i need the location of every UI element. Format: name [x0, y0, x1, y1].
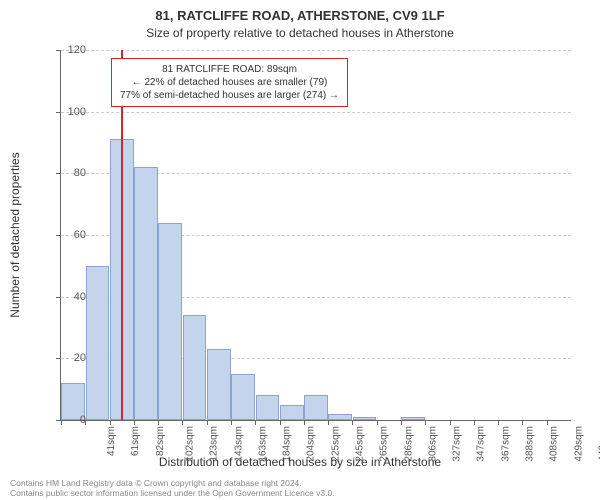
x-tick-mark [304, 420, 305, 425]
footer-line-2: Contains public sector information licen… [10, 488, 335, 498]
annotation-line: ← 22% of detached houses are smaller (79… [120, 76, 339, 89]
chart-container: 81, RATCLIFFE ROAD, ATHERSTONE, CV9 1LF … [0, 0, 600, 500]
x-tick-label: 408sqm [549, 426, 560, 462]
histogram-bar [328, 414, 352, 420]
gridline [61, 112, 571, 113]
y-tick-label: 100 [56, 106, 86, 118]
x-tick-label: 347sqm [476, 426, 487, 462]
x-tick-label: 306sqm [427, 426, 438, 462]
y-tick-label: 0 [56, 414, 86, 426]
x-tick-label: 184sqm [282, 426, 293, 462]
histogram-bar [86, 266, 110, 420]
x-tick-label: 388sqm [525, 426, 536, 462]
x-tick-label: 367sqm [500, 426, 511, 462]
y-axis-label: Number of detached properties [8, 152, 22, 317]
x-tick-mark [110, 420, 111, 425]
x-tick-mark [474, 420, 475, 425]
histogram-bar [231, 374, 255, 420]
x-tick-mark [182, 420, 183, 425]
x-tick-label: 102sqm [185, 426, 196, 462]
x-tick-label: 82sqm [155, 426, 166, 456]
x-tick-mark [377, 420, 378, 425]
x-tick-mark [425, 420, 426, 425]
y-tick-label: 60 [56, 229, 86, 241]
x-tick-mark [401, 420, 402, 425]
x-tick-mark [280, 420, 281, 425]
x-tick-label: 204sqm [306, 426, 317, 462]
x-tick-label: 286sqm [403, 426, 414, 462]
chart-title-sub: Size of property relative to detached ho… [0, 26, 600, 40]
x-tick-mark [328, 420, 329, 425]
x-tick-label: 123sqm [209, 426, 220, 462]
x-tick-label: 61sqm [130, 426, 141, 456]
chart-title-main: 81, RATCLIFFE ROAD, ATHERSTONE, CV9 1LF [0, 8, 600, 23]
x-tick-mark [522, 420, 523, 425]
x-tick-mark [207, 420, 208, 425]
x-tick-mark [450, 420, 451, 425]
annotation-box: 81 RATCLIFFE ROAD: 89sqm← 22% of detache… [111, 58, 348, 107]
histogram-bar [304, 395, 328, 420]
histogram-bar [353, 417, 377, 420]
footer-line-1: Contains HM Land Registry data © Crown c… [10, 478, 335, 488]
x-tick-mark [547, 420, 548, 425]
histogram-bar [183, 315, 207, 420]
x-tick-label: 41sqm [106, 426, 117, 456]
x-tick-mark [134, 420, 135, 425]
footer-attribution: Contains HM Land Registry data © Crown c… [10, 478, 335, 498]
x-tick-label: 163sqm [257, 426, 268, 462]
y-tick-label: 80 [56, 167, 86, 179]
histogram-bar [134, 167, 158, 420]
x-tick-mark [352, 420, 353, 425]
x-tick-label: 429sqm [573, 426, 584, 462]
x-tick-label: 327sqm [452, 426, 463, 462]
annotation-line: 77% of semi-detached houses are larger (… [120, 89, 339, 102]
histogram-bar [158, 223, 182, 420]
x-tick-label: 225sqm [330, 426, 341, 462]
x-tick-label: 143sqm [233, 426, 244, 462]
x-tick-mark [158, 420, 159, 425]
x-tick-mark [231, 420, 232, 425]
gridline [61, 50, 571, 51]
x-tick-label: 265sqm [379, 426, 390, 462]
histogram-bar [280, 405, 304, 420]
plot-area: 81 RATCLIFFE ROAD: 89sqm← 22% of detache… [60, 50, 571, 421]
x-tick-mark [498, 420, 499, 425]
y-tick-label: 40 [56, 291, 86, 303]
histogram-bar [256, 395, 280, 420]
y-tick-label: 20 [56, 352, 86, 364]
histogram-bar [401, 417, 425, 420]
y-tick-label: 120 [56, 44, 86, 56]
annotation-line: 81 RATCLIFFE ROAD: 89sqm [120, 63, 339, 76]
histogram-bar [207, 349, 231, 420]
x-tick-mark [255, 420, 256, 425]
x-tick-label: 245sqm [355, 426, 366, 462]
